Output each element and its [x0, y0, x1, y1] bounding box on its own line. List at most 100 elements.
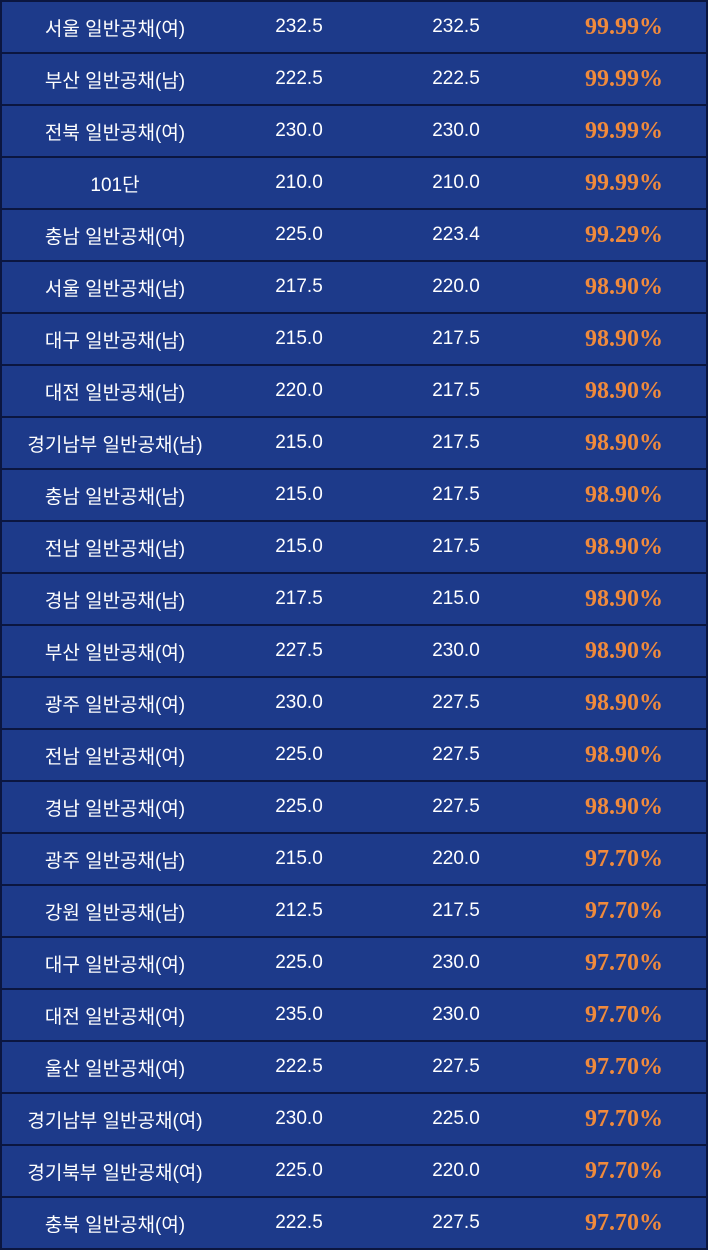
score-cell-1: 217.5 — [275, 276, 323, 297]
score-cell-1: 232.5 — [275, 16, 323, 37]
score-cell-1: 215.0 — [275, 484, 323, 505]
score-cell-1: 222.5 — [275, 1212, 323, 1233]
region-cell: 서울 일반공채(남) — [44, 278, 186, 300]
score-cell-1: 215.0 — [275, 432, 323, 453]
score-cell-1: 217.5 — [275, 588, 323, 609]
score-cell-2: 227.5 — [432, 692, 480, 713]
table-row: 부산 일반공채(여) 227.5 230.0 98.90% — [2, 626, 706, 676]
region-cell: 경남 일반공채(여) — [44, 798, 186, 820]
score-cell-1: 227.5 — [275, 640, 323, 661]
table-row: 서울 일반공채(남) 217.5 220.0 98.90% — [2, 262, 706, 312]
region-cell: 대구 일반공채(남) — [44, 330, 186, 352]
score-cell-1: 225.0 — [275, 744, 323, 765]
score-cell-2: 222.5 — [432, 68, 480, 89]
score-cell-1: 225.0 — [275, 224, 323, 245]
percent-cell: 98.90% — [585, 533, 663, 560]
score-cell-2: 223.4 — [432, 224, 480, 245]
percent-cell: 98.90% — [585, 585, 663, 612]
score-cell-2: 225.0 — [432, 1108, 480, 1129]
table-row: 대구 일반공채(남) 215.0 217.5 98.90% — [2, 314, 706, 364]
table-row: 경기북부 일반공채(여) 225.0 220.0 97.70% — [2, 1146, 706, 1196]
percent-cell: 98.90% — [585, 325, 663, 352]
table-row: 전북 일반공채(여) 230.0 230.0 99.99% — [2, 106, 706, 156]
score-cell-1: 215.0 — [275, 328, 323, 349]
region-cell: 경기북부 일반공채(여) — [27, 1162, 203, 1184]
region-cell: 경기남부 일반공채(남) — [27, 434, 203, 456]
percent-cell: 99.29% — [585, 221, 663, 248]
score-cell-1: 230.0 — [275, 1108, 323, 1129]
score-cell-2: 232.5 — [432, 16, 480, 37]
score-cell-2: 230.0 — [432, 952, 480, 973]
percent-cell: 98.90% — [585, 741, 663, 768]
score-cell-1: 210.0 — [275, 172, 323, 193]
region-cell: 강원 일반공채(남) — [44, 902, 186, 924]
score-cell-2: 227.5 — [432, 1212, 480, 1233]
score-cell-2: 217.5 — [432, 328, 480, 349]
percent-cell: 97.70% — [585, 1001, 663, 1028]
score-cell-1: 230.0 — [275, 120, 323, 141]
percent-cell: 97.70% — [585, 897, 663, 924]
score-cell-1: 230.0 — [275, 692, 323, 713]
score-cell-1: 222.5 — [275, 1056, 323, 1077]
percent-cell: 98.90% — [585, 793, 663, 820]
region-cell: 부산 일반공채(남) — [44, 70, 186, 92]
region-cell: 전남 일반공채(여) — [44, 746, 186, 768]
percent-cell: 99.99% — [585, 169, 663, 196]
region-cell: 울산 일반공채(여) — [44, 1058, 186, 1080]
region-cell: 부산 일반공채(여) — [44, 642, 186, 664]
score-cell-2: 227.5 — [432, 744, 480, 765]
table-row: 경기남부 일반공채(여) 230.0 225.0 97.70% — [2, 1094, 706, 1144]
score-cell-1: 215.0 — [275, 848, 323, 869]
table-row: 충북 일반공채(여) 222.5 227.5 97.70% — [2, 1198, 706, 1248]
region-cell: 충남 일반공채(여) — [44, 226, 186, 248]
score-cell-2: 230.0 — [432, 120, 480, 141]
region-cell: 전북 일반공채(여) — [44, 122, 186, 144]
score-cell-2: 220.0 — [432, 1160, 480, 1181]
table-row: 강원 일반공채(남) 212.5 217.5 97.70% — [2, 886, 706, 936]
table-row: 부산 일반공채(남) 222.5 222.5 99.99% — [2, 54, 706, 104]
score-cell-2: 220.0 — [432, 276, 480, 297]
percent-cell: 98.90% — [585, 273, 663, 300]
region-cell: 광주 일반공채(남) — [44, 850, 186, 872]
table-row: 광주 일반공채(여) 230.0 227.5 98.90% — [2, 678, 706, 728]
percent-cell: 97.70% — [585, 1053, 663, 1080]
percent-cell: 97.70% — [585, 949, 663, 976]
score-cell-2: 215.0 — [432, 588, 480, 609]
score-cell-1: 225.0 — [275, 952, 323, 973]
percent-cell: 98.90% — [585, 377, 663, 404]
table-row: 대구 일반공채(여) 225.0 230.0 97.70% — [2, 938, 706, 988]
percent-cell: 97.70% — [585, 1105, 663, 1132]
region-cell: 경남 일반공채(남) — [44, 590, 186, 612]
score-cell-1: 225.0 — [275, 1160, 323, 1181]
table-row: 전남 일반공채(여) 225.0 227.5 98.90% — [2, 730, 706, 780]
table-row: 경남 일반공채(남) 217.5 215.0 98.90% — [2, 574, 706, 624]
score-cell-1: 235.0 — [275, 1004, 323, 1025]
table-row: 대전 일반공채(여) 235.0 230.0 97.70% — [2, 990, 706, 1040]
table-row: 경남 일반공채(여) 225.0 227.5 98.90% — [2, 782, 706, 832]
region-cell: 서울 일반공채(여) — [44, 18, 186, 40]
percent-cell: 98.90% — [585, 481, 663, 508]
table-row: 서울 일반공채(여) 232.5 232.5 99.99% — [2, 2, 706, 52]
score-cell-1: 222.5 — [275, 68, 323, 89]
table-row: 101단 210.0 210.0 99.99% — [2, 158, 706, 208]
percent-cell: 98.90% — [585, 689, 663, 716]
percent-cell: 97.70% — [585, 845, 663, 872]
percent-cell: 97.70% — [585, 1209, 663, 1236]
table-row: 충남 일반공채(여) 225.0 223.4 99.29% — [2, 210, 706, 260]
region-cell: 충남 일반공채(남) — [44, 486, 186, 508]
table-row: 대전 일반공채(남) 220.0 217.5 98.90% — [2, 366, 706, 416]
score-cell-2: 210.0 — [432, 172, 480, 193]
score-cell-2: 217.5 — [432, 380, 480, 401]
region-cell: 충북 일반공채(여) — [44, 1214, 186, 1236]
percent-cell: 99.99% — [585, 117, 663, 144]
region-cell: 광주 일반공채(여) — [44, 694, 186, 716]
score-cell-1: 212.5 — [275, 900, 323, 921]
table-row: 전남 일반공채(남) 215.0 217.5 98.90% — [2, 522, 706, 572]
score-cell-2: 230.0 — [432, 640, 480, 661]
score-cell-2: 217.5 — [432, 536, 480, 557]
region-cell: 경기남부 일반공채(여) — [27, 1110, 203, 1132]
score-cell-2: 217.5 — [432, 432, 480, 453]
score-cell-1: 215.0 — [275, 536, 323, 557]
score-cell-2: 217.5 — [432, 484, 480, 505]
